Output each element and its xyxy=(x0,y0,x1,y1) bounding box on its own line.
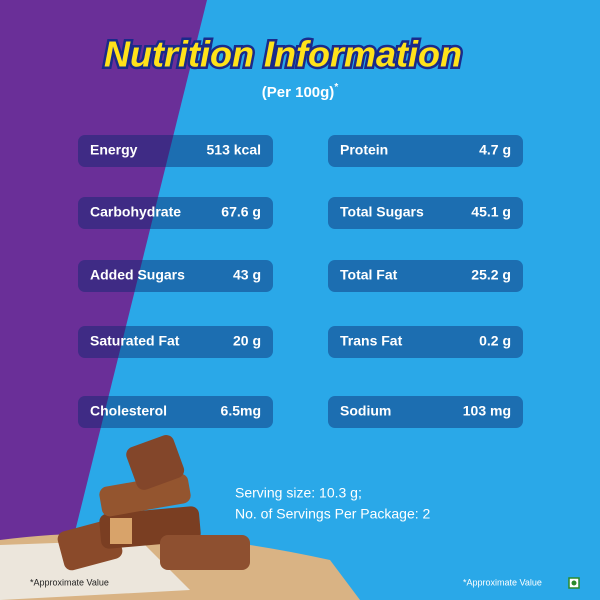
chocolate-bars xyxy=(57,435,250,571)
subtitle-text: (Per 100g) xyxy=(262,84,335,101)
title: Nutrition Information xyxy=(104,34,462,75)
subtitle: (Per 100g)* xyxy=(262,82,339,101)
nutrient-label: Energy xyxy=(90,142,138,158)
nutrient-label: Total Fat xyxy=(340,267,398,283)
nutrient-value: 4.7 g xyxy=(479,142,511,158)
serving-size: Serving size: 10.3 g; xyxy=(235,485,362,501)
subtitle-mark: * xyxy=(334,82,338,93)
nutrient-label: Protein xyxy=(340,142,388,158)
purple-panel xyxy=(0,0,207,600)
nutrient-pill xyxy=(78,197,273,229)
nutrient-value: 103 mg xyxy=(463,403,511,419)
nutrient-pill xyxy=(78,326,273,358)
nutrient-label: Added Sugars xyxy=(90,267,185,283)
footnote: *Approximate Value xyxy=(30,577,109,587)
nutrient-label: Carbohydrate xyxy=(90,204,181,220)
nutrient-pill xyxy=(78,396,273,428)
nutrient-label: Saturated Fat xyxy=(90,333,180,349)
nutrient-value: 0.2 g xyxy=(479,333,511,349)
nutrient-value: 6.5mg xyxy=(221,403,261,419)
nutrient-value: 513 kcal xyxy=(207,142,262,158)
nutrient-grid: Energy 513 kcal Carbohydrate 67.6 g Added Su… xyxy=(78,135,523,428)
nutrient-label: Sodium xyxy=(340,403,391,419)
nutrient-label: Trans Fat xyxy=(340,333,403,349)
nutrient-pill xyxy=(78,135,273,167)
footnote: *Approximate Value xyxy=(463,577,542,587)
nutrient-value: 43 g xyxy=(233,267,261,283)
nutrient-pill xyxy=(328,396,523,428)
nutrient-label: Total Sugars xyxy=(340,204,424,220)
nutrient-pill xyxy=(78,260,273,292)
serving-count: No. of Servings Per Package: 2 xyxy=(235,506,431,522)
nutrient-pill xyxy=(328,260,523,292)
paper xyxy=(0,540,190,600)
nutrient-value: 67.6 g xyxy=(221,204,261,220)
nutrient-value: 25.2 g xyxy=(471,267,511,283)
nutrient-pill xyxy=(328,135,523,167)
nutrient-value: 45.1 g xyxy=(471,204,511,220)
veg-dot xyxy=(571,580,577,586)
nutrient-pill xyxy=(328,326,523,358)
nutrient-value: 20 g xyxy=(233,333,261,349)
nutrient-label: Cholesterol xyxy=(90,403,167,419)
nutrient-pill xyxy=(328,197,523,229)
